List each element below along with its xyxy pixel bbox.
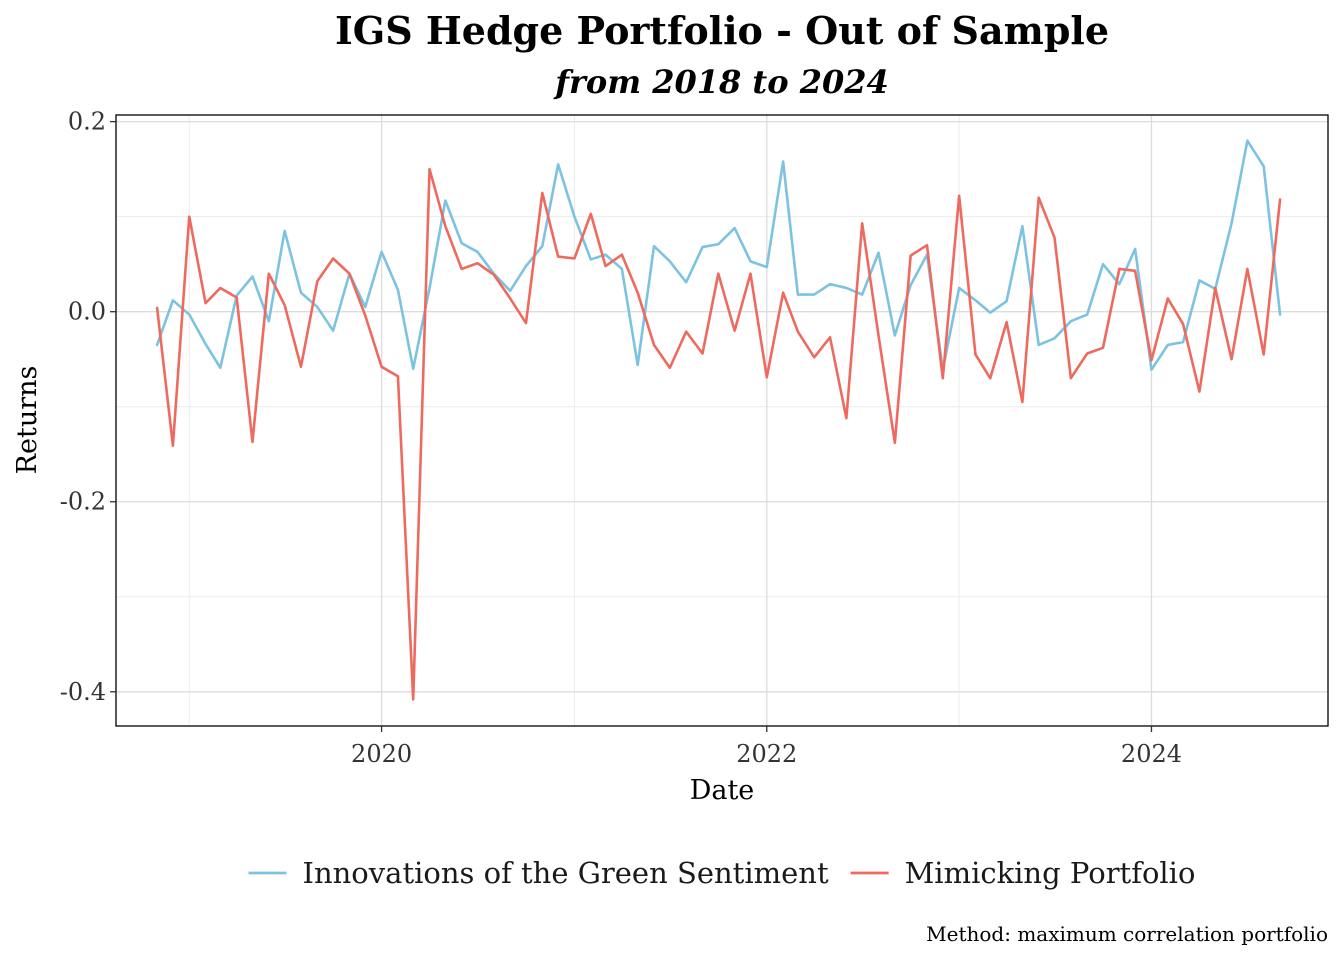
x-tick-label: 2024 [1121, 740, 1182, 768]
x-tick-label: 2020 [351, 740, 412, 768]
legend-item-1: Mimicking Portfolio [850, 856, 1196, 890]
x-axis-title: Date [690, 775, 755, 806]
series-layer [155, 139, 1282, 701]
plot-background [116, 115, 1328, 726]
legend-item-0: Innovations of the Green Sentiment [248, 856, 829, 890]
y-tick-label: 0.0 [68, 298, 106, 326]
grid-major [116, 115, 1328, 726]
legend: Innovations of the Green Sentiment Mimick… [248, 856, 1196, 890]
series-line-1 [155, 167, 1282, 701]
y-tick-label: 0.2 [68, 108, 106, 136]
chart-title: IGS Hedge Portfolio - Out of Sample [335, 8, 1109, 53]
legend-label: Mimicking Portfolio [905, 856, 1196, 890]
series-line-0 [155, 139, 1282, 371]
y-tick-label: -0.4 [60, 678, 106, 706]
plot-border [115, 114, 1329, 727]
legend-label: Innovations of the Green Sentiment [303, 856, 829, 890]
plot-area [115, 114, 1329, 727]
x-tick-label: 2022 [736, 740, 797, 768]
chart-caption: Method: maximum correlation portfolio [926, 922, 1328, 946]
chart-subtitle: from 2018 to 2024 [553, 63, 889, 101]
x-axis: 2020 2022 2024 [351, 726, 1182, 768]
y-axis-title: Returns [12, 366, 43, 475]
y-tick-label: -0.2 [60, 488, 106, 516]
y-axis: 0.2 0.0 -0.2 -0.4 [60, 108, 116, 706]
